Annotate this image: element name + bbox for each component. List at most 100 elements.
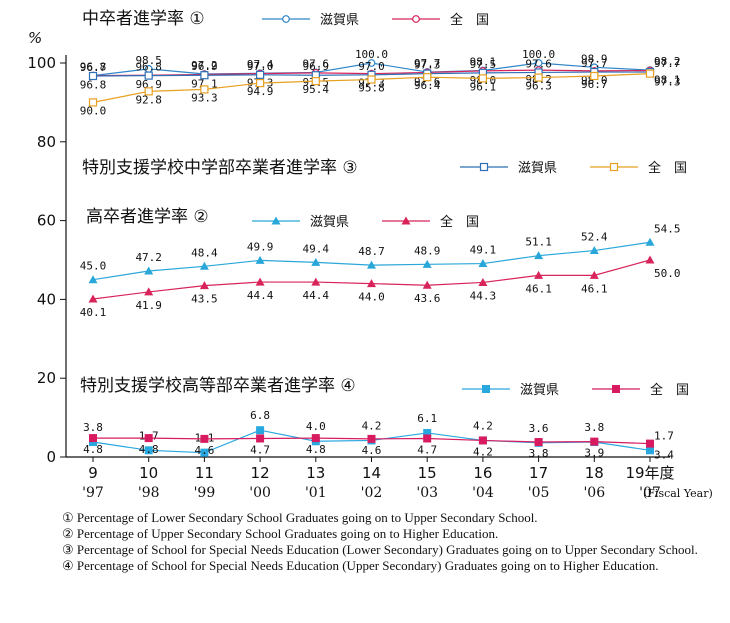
data-label: 97.5 bbox=[470, 58, 497, 71]
data-point bbox=[645, 69, 655, 78]
data-label: 98.9 bbox=[581, 52, 608, 65]
data-point bbox=[589, 246, 599, 255]
chart: % 0 20 40 60 80 100 9 '97 10 '98 11 '99 12 '00 13 '01 14 '… bbox=[27, 9, 713, 501]
data-point bbox=[367, 434, 376, 443]
data-label: 3.8 bbox=[584, 421, 604, 434]
x-tick-sublabel: '03 bbox=[416, 485, 438, 501]
data-label: 92.8 bbox=[135, 93, 162, 106]
data-label: 48.4 bbox=[191, 246, 218, 259]
data-point bbox=[645, 237, 655, 246]
data-point bbox=[88, 275, 98, 284]
data-label: 46.1 bbox=[581, 282, 608, 295]
data-point bbox=[645, 255, 655, 264]
data-label: 98.5 bbox=[135, 54, 162, 67]
data-label: 45.0 bbox=[80, 260, 107, 273]
data-point bbox=[144, 287, 154, 296]
data-point bbox=[311, 257, 321, 266]
y-tick-label: 100 bbox=[27, 54, 56, 72]
legend-label: 全 国 bbox=[440, 214, 479, 230]
data-point bbox=[422, 280, 432, 289]
x-tick-sublabel: '97 bbox=[82, 485, 104, 501]
data-point bbox=[367, 279, 376, 288]
data-label: 4.6 bbox=[194, 444, 214, 457]
data-point bbox=[200, 71, 209, 80]
x-tick-label: 9 bbox=[88, 464, 98, 482]
data-label: 97.7 bbox=[414, 57, 441, 70]
legend-label: 滋賀県 bbox=[520, 383, 559, 398]
data-label: 48.7 bbox=[358, 245, 385, 258]
data-point bbox=[423, 434, 432, 443]
footnote-1: ① Percentage of Lower Secondary School G… bbox=[62, 510, 538, 525]
data-label: 3.8 bbox=[529, 447, 549, 460]
x-tick-label: 18 bbox=[585, 464, 604, 482]
data-label: 97.6 bbox=[414, 75, 441, 88]
data-label: 51.1 bbox=[525, 236, 552, 249]
legend-marker bbox=[479, 162, 489, 172]
y-unit-label: % bbox=[28, 29, 42, 47]
data-point bbox=[88, 294, 98, 303]
legend-label: 滋賀県 bbox=[310, 215, 349, 230]
x-tick-sublabel: '07 bbox=[639, 485, 661, 501]
data-label: 43.6 bbox=[414, 292, 441, 305]
x-tick-label: 11 bbox=[195, 464, 214, 482]
data-label: 6.1 bbox=[417, 412, 437, 425]
x-tick-label: 17 bbox=[529, 464, 548, 482]
data-label: 44.3 bbox=[470, 289, 497, 302]
data-label: 4.6 bbox=[362, 444, 382, 457]
x-tick-sublabel: '01 bbox=[305, 485, 327, 501]
data-label: 44.0 bbox=[358, 291, 385, 304]
data-label: 4.0 bbox=[306, 420, 326, 433]
data-point bbox=[423, 73, 432, 82]
data-label: 96.3 bbox=[525, 80, 552, 93]
data-label: 96.7 bbox=[80, 61, 107, 74]
data-point bbox=[144, 446, 153, 455]
data-point bbox=[255, 255, 265, 264]
data-point bbox=[589, 270, 599, 279]
x-tick-label: 13 bbox=[306, 464, 325, 482]
data-point bbox=[311, 277, 321, 286]
data-label: 100.0 bbox=[522, 48, 555, 61]
x-tick-label: 15 bbox=[418, 464, 437, 482]
data-label: 98.0 bbox=[581, 74, 608, 87]
y-tick-label: 20 bbox=[37, 369, 56, 387]
legend-marker bbox=[271, 216, 281, 225]
x-tick-sublabel: '06 bbox=[583, 485, 605, 501]
data-point bbox=[256, 426, 265, 435]
data-label: 98.1 bbox=[470, 55, 497, 68]
data-label: 96.9 bbox=[191, 60, 218, 73]
legend-label: 全 国 bbox=[450, 12, 489, 28]
data-point bbox=[646, 439, 654, 448]
legend-marker bbox=[609, 162, 619, 172]
footnote-2: ② Percentage of Upper Secondary School G… bbox=[62, 526, 499, 541]
data-label: 50.0 bbox=[654, 267, 681, 280]
data-point bbox=[422, 259, 432, 268]
data-point bbox=[478, 259, 488, 268]
y-tick-label: 60 bbox=[37, 212, 56, 230]
data-label: 97.1 bbox=[191, 77, 218, 90]
data-point bbox=[88, 98, 98, 107]
data-label: 54.5 bbox=[654, 222, 681, 235]
data-point bbox=[200, 448, 209, 457]
data-label: 96.8 bbox=[135, 61, 162, 74]
data-point bbox=[199, 281, 209, 290]
x-axis-note: (Fiscal Year) bbox=[643, 487, 713, 500]
x-tick-label: 10 bbox=[139, 464, 158, 482]
y-tick-label: 80 bbox=[37, 133, 56, 151]
data-label: 43.5 bbox=[191, 293, 218, 306]
x-tick-sublabel: '02 bbox=[361, 485, 383, 501]
data-label: 95.4 bbox=[303, 83, 330, 96]
data-label: 98.1 bbox=[654, 73, 681, 86]
data-label: 97.7 bbox=[581, 57, 608, 70]
x-tick-sublabel: '00 bbox=[249, 485, 271, 501]
data-label: 97.6 bbox=[525, 57, 552, 70]
data-label: 44.4 bbox=[303, 289, 330, 302]
data-label: 97.6 bbox=[303, 57, 330, 70]
group-title: 中卒者進学率 ① bbox=[82, 9, 205, 29]
data-label: 4.8 bbox=[306, 443, 326, 456]
data-label: 3.8 bbox=[83, 421, 103, 434]
data-point bbox=[89, 434, 97, 443]
data-label: 40.1 bbox=[80, 306, 107, 319]
footnotes: ① Percentage of Lower Secondary School G… bbox=[62, 510, 722, 574]
data-point bbox=[255, 277, 265, 286]
data-label: 4.8 bbox=[83, 443, 103, 456]
